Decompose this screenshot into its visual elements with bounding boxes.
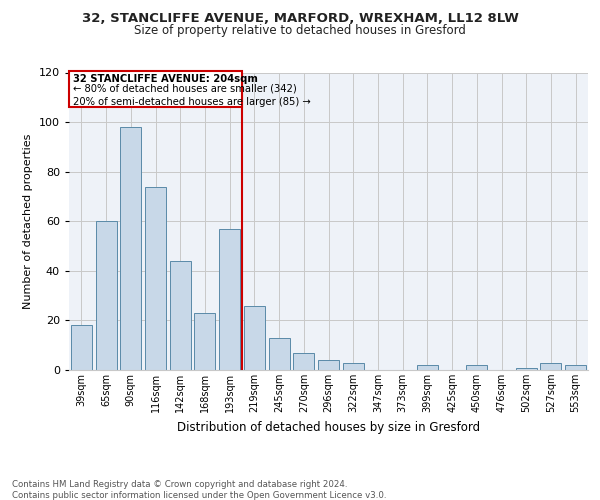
FancyBboxPatch shape [70, 72, 242, 107]
Bar [565, 365, 586, 370]
Text: ← 80% of detached houses are smaller (342): ← 80% of detached houses are smaller (34… [73, 84, 297, 94]
X-axis label: Distribution of detached houses by size in Gresford: Distribution of detached houses by size … [177, 420, 480, 434]
Bar [318, 360, 339, 370]
Y-axis label: Number of detached properties: Number of detached properties [23, 134, 33, 309]
Text: 32, STANCLIFFE AVENUE, MARFORD, WREXHAM, LL12 8LW: 32, STANCLIFFE AVENUE, MARFORD, WREXHAM,… [82, 12, 518, 26]
Bar [95, 221, 116, 370]
Bar [269, 338, 290, 370]
Text: Contains HM Land Registry data © Crown copyright and database right 2024.
Contai: Contains HM Land Registry data © Crown c… [12, 480, 386, 500]
Bar [466, 365, 487, 370]
Bar [417, 365, 438, 370]
Bar [170, 261, 191, 370]
Bar [244, 306, 265, 370]
Bar [541, 362, 562, 370]
Text: 32 STANCLIFFE AVENUE: 204sqm: 32 STANCLIFFE AVENUE: 204sqm [73, 74, 258, 84]
Bar [145, 186, 166, 370]
Bar [120, 127, 141, 370]
Bar [343, 362, 364, 370]
Bar [71, 326, 92, 370]
Bar [293, 352, 314, 370]
Text: Size of property relative to detached houses in Gresford: Size of property relative to detached ho… [134, 24, 466, 37]
Bar [219, 228, 240, 370]
Bar [516, 368, 537, 370]
Text: 20% of semi-detached houses are larger (85) →: 20% of semi-detached houses are larger (… [73, 97, 311, 107]
Bar [194, 313, 215, 370]
